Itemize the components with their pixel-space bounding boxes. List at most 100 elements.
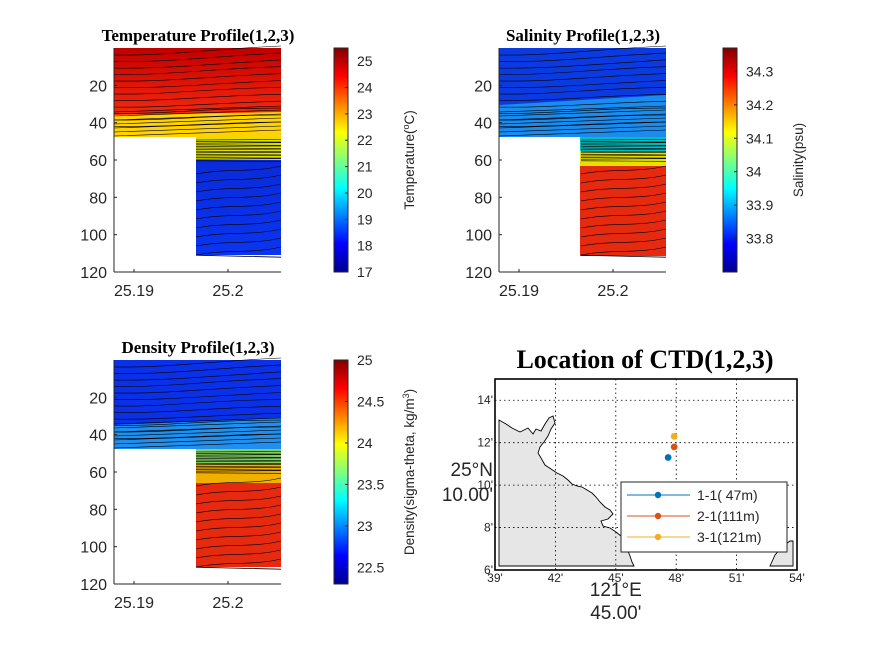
density-contour-field [114, 358, 281, 584]
map-legend: 1-1( 47m) 2-1(111m) 3-1(121m) [621, 482, 787, 552]
temperature-colorbar-tick-label: 21 [357, 159, 373, 175]
density-y-tick-label: 120 [80, 577, 107, 594]
density-colorbar-tick-label: 24 [357, 435, 373, 451]
legend-marker [655, 492, 661, 498]
temperature-colorbar-tick-label: 22 [357, 132, 373, 148]
density-colorbar-tick-label: 24.5 [357, 393, 384, 409]
legend-label: 2-1(111m) [697, 508, 760, 524]
salinity-y-ticks: 20 40 60 80 100 120 [465, 78, 502, 282]
temperature-x-ticks: 25.19 25.2 [114, 269, 244, 300]
density-no-data [114, 449, 196, 584]
temperature-y-tick-label: 60 [89, 153, 107, 170]
map-lat-tick-label: 8' [484, 521, 493, 535]
map-lon-center-label: 121°E [590, 580, 642, 601]
temperature-y-ticks: 20 40 60 80 100 120 [80, 78, 117, 282]
density-colorbar-gradient [334, 360, 348, 584]
map-lat-center-label: 25°N [451, 460, 493, 481]
temperature-x-tick-label: 25.2 [212, 283, 243, 300]
density-colorbar-tick-label: 22.5 [357, 559, 384, 575]
density-x-tick-label: 25.19 [114, 595, 154, 612]
salinity-y-tick-label: 120 [465, 265, 492, 282]
temperature-upper-fill [114, 48, 281, 121]
temperature-panel: Temperature Profile(1,2,3) 25.19 25.2 20 4… [80, 26, 417, 300]
density-y-ticks: 20 40 60 80 100 120 [80, 390, 117, 594]
density-x-tick-label: 25.2 [212, 595, 243, 612]
temperature-colorbar-tick-label: 24 [357, 80, 373, 96]
temperature-y-tick-label: 120 [80, 265, 107, 282]
map-lon-center-sub: 45.00' [590, 603, 641, 624]
temperature-x-tick-label: 25.19 [114, 283, 154, 300]
density-y-tick-label: 60 [89, 465, 107, 482]
temperature-bottom-edge [196, 255, 281, 257]
map-lon-tick-label: 42' [548, 571, 564, 585]
salinity-colorbar-tick-label: 34.1 [746, 130, 773, 146]
temperature-colorbar-gradient [334, 48, 348, 272]
location-title: Location of CTD(1,2,3) [516, 345, 773, 374]
density-panel: Density Profile(1,2,3) 25.19 25.2 20 40 60 8… [80, 338, 417, 612]
temperature-y-tick-label: 80 [89, 190, 107, 207]
location-panel: Location of CTD(1,2,3) 39' 42' 45' 48' 51' 54… [442, 345, 805, 624]
temperature-y-tick-label: 40 [89, 116, 107, 133]
temperature-colorbar-label: Temperature(oC) [401, 110, 417, 210]
temperature-lower-fill [196, 160, 281, 255]
legend-label: 3-1(121m) [697, 529, 762, 545]
salinity-y-tick-label: 60 [474, 153, 492, 170]
salinity-colorbar-tick-label: 33.8 [746, 231, 773, 247]
temperature-title: Temperature Profile(1,2,3) [102, 26, 295, 45]
salinity-y-tick-label: 80 [474, 190, 492, 207]
salinity-colorbar-label: Salinity(psu) [791, 123, 806, 197]
temperature-no-data [114, 137, 196, 272]
legend-marker [655, 534, 661, 540]
legend-label: 1-1( 47m) [697, 487, 758, 503]
salinity-title: Salinity Profile(1,2,3) [506, 26, 660, 45]
temperature-y-tick-label: 100 [80, 228, 107, 245]
salinity-colorbar: 33.8 33.9 34 34.1 34.2 34.3 Salinity(psu) [723, 48, 806, 272]
salinity-colorbar-tick-label: 34.3 [746, 63, 773, 79]
temperature-colorbar-tick-label: 17 [357, 264, 373, 280]
density-colorbar-tick-label: 23 [357, 518, 373, 534]
temperature-colorbar: 17 18 19 20 21 22 23 24 25 Temperature(oC) [334, 48, 417, 280]
temperature-colorbar-tick-label: 18 [357, 238, 373, 254]
density-y-tick-label: 20 [89, 390, 107, 407]
temperature-colorbar-tick-label: 20 [357, 185, 373, 201]
salinity-colorbar-tick-label: 34.2 [746, 97, 773, 113]
density-y-tick-label: 100 [80, 540, 107, 557]
salinity-no-data [499, 137, 580, 272]
temperature-contour-field [114, 46, 281, 272]
density-colorbar-tick-label: 25 [357, 352, 373, 368]
map-lat-tick-label: 12' [477, 436, 493, 450]
salinity-contour-field [499, 46, 666, 272]
density-bottom-edge [196, 567, 281, 569]
salinity-panel: Salinity Profile(1,2,3) 25.19 25.2 20 40 60… [465, 26, 806, 300]
salinity-x-tick-label: 25.19 [499, 283, 539, 300]
temperature-colorbar-tick-label: 23 [357, 106, 373, 122]
legend-marker [655, 513, 661, 519]
map-lon-tick-label: 54' [789, 571, 805, 585]
map-lon-tick-label: 48' [668, 571, 684, 585]
density-x-ticks: 25.19 25.2 [114, 581, 244, 612]
temperature-colorbar-tick-label: 19 [357, 211, 373, 227]
map-lat-tick-label: 6' [484, 563, 493, 577]
density-y-tick-label: 40 [89, 428, 107, 445]
station-marker [665, 454, 672, 461]
station-marker [671, 444, 678, 451]
salinity-x-ticks: 25.19 25.2 [499, 269, 629, 300]
map-lat-center-sub: 10.00' [442, 485, 493, 506]
map-lon-tick-label: 51' [729, 571, 745, 585]
salinity-x-tick-label: 25.2 [597, 283, 628, 300]
station-marker [671, 433, 678, 440]
map-lat-tick-label: 14' [477, 393, 493, 407]
salinity-colorbar-tick-label: 33.9 [746, 197, 773, 213]
density-colorbar-tick-label: 23.5 [357, 476, 384, 492]
density-colorbar-label: Density(sigma-theta, kg/m3) [401, 389, 417, 555]
density-colorbar: 22.5 23 23.5 24 24.5 25 Density(sigma-theta, k… [334, 352, 417, 584]
temperature-y-tick-label: 20 [89, 78, 107, 95]
salinity-y-tick-label: 40 [474, 116, 492, 133]
salinity-colorbar-tick-label: 34 [746, 164, 762, 180]
salinity-y-tick-label: 20 [474, 78, 492, 95]
density-y-tick-label: 80 [89, 502, 107, 519]
salinity-y-tick-label: 100 [465, 228, 492, 245]
density-title: Density Profile(1,2,3) [121, 338, 274, 357]
temperature-colorbar-tick-label: 25 [357, 53, 373, 69]
